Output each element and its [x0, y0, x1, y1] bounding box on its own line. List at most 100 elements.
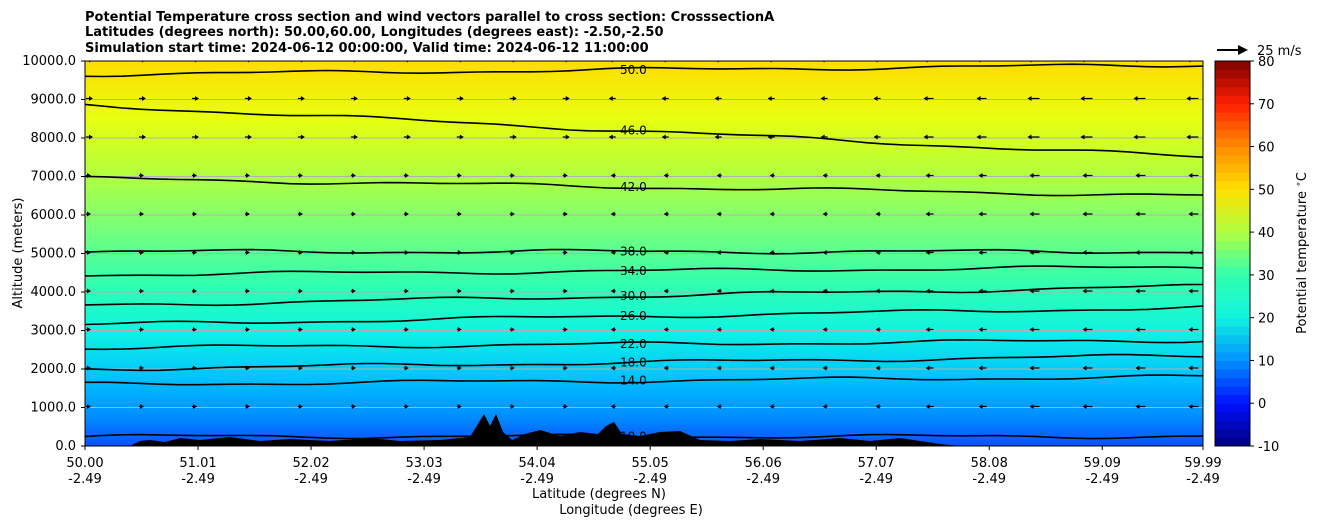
colorbar-band-24	[1215, 232, 1250, 242]
y-tick-label-0: 0.0	[55, 439, 76, 454]
colorbar-band-29	[1215, 189, 1250, 199]
x-tick-lat-6: 56.06	[745, 456, 782, 471]
colorbar-band-28	[1215, 197, 1250, 207]
wind-vector-head-2-11	[663, 327, 668, 332]
wind-vector-head-7-13	[767, 134, 772, 140]
wind-vector-head-6-11	[663, 173, 668, 178]
x-tick-lon-2: -2.49	[294, 472, 328, 487]
wind-vector-head-7-12	[714, 134, 719, 140]
quiver-key: 25 m/s	[1217, 44, 1302, 59]
wind-vector-head-8-6	[406, 96, 411, 101]
colorbar-band-0	[1215, 437, 1250, 447]
x-axis-label-longitude: Longitude (degrees E)	[559, 503, 703, 518]
wind-vector-head-8-10	[608, 96, 613, 101]
contour-line-5	[85, 283, 1203, 307]
wind-vector-head-0-3	[245, 404, 250, 409]
colorbar-band-42	[1215, 78, 1250, 88]
quiver-key-arrow-head	[1238, 45, 1248, 55]
wind-vector-head-4-11	[663, 250, 668, 255]
wind-vector-head-3-6	[404, 288, 409, 294]
wind-vector-head-3-7	[457, 288, 462, 294]
wind-vector-head-2-18	[1029, 327, 1034, 332]
wind-vector-head-6-15	[875, 173, 880, 178]
wind-vector-head-3-12	[716, 288, 721, 294]
title-line-3: Simulation start time: 2024-06-12 00:00:…	[85, 41, 649, 56]
wind-vector-head-2-9	[563, 327, 568, 332]
wind-vector-head-4-9	[563, 250, 568, 255]
wind-vector-head-3-8	[510, 288, 515, 294]
wind-vector-head-2-6	[404, 327, 409, 332]
wind-vector-head-7-2	[194, 134, 199, 140]
wind-vector-head-8-21	[1186, 96, 1191, 101]
wind-vector-head-6-5	[351, 173, 356, 178]
wind-vector-head-6-21	[1188, 173, 1193, 178]
colorbar-band-21	[1215, 257, 1250, 267]
colorbar-band-35	[1215, 138, 1250, 148]
wind-vector-head-3-16	[925, 288, 930, 294]
wind-vector-head-3-9	[563, 288, 568, 294]
wind-vector-head-8-4	[300, 96, 305, 101]
wind-vector-head-2-10	[610, 327, 615, 332]
wind-vector-head-1-13	[769, 365, 774, 371]
contour-label-8: 42.0	[620, 180, 647, 194]
wind-vector-head-0-13	[769, 404, 774, 409]
wind-vector-head-7-16	[923, 134, 928, 140]
wind-vector-head-5-4	[298, 211, 303, 217]
contour-label-10: 50.0	[620, 63, 647, 77]
wind-vector-head-1-11	[663, 365, 668, 371]
y-tick-label-6: 6000.0	[31, 208, 77, 223]
title-line-1: Potential Temperature cross section and …	[85, 10, 774, 25]
wind-vector-head-0-0	[87, 404, 91, 409]
wind-vector-head-1-0	[87, 365, 91, 371]
wind-vector-head-5-5	[351, 211, 356, 217]
colorbar-band-38	[1215, 112, 1250, 122]
wind-vector-head-0-9	[563, 404, 568, 409]
contour-line-7	[85, 248, 1203, 255]
wind-vector-head-6-10	[610, 173, 615, 178]
wind-vector-head-8-1	[141, 96, 146, 101]
wind-vector-head-3-2	[192, 288, 197, 294]
wind-vector-head-6-7	[457, 173, 462, 178]
colorbar-band-34	[1215, 146, 1250, 156]
wind-vector-head-0-12	[716, 404, 721, 409]
wind-vector-head-5-17	[978, 211, 983, 217]
wind-vector-head-5-13	[769, 211, 774, 217]
wind-vector-head-3-4	[298, 288, 303, 294]
y-tick-label-7: 7000.0	[31, 170, 77, 185]
wind-vector-head-3-5	[351, 288, 356, 294]
wind-vector-head-7-20	[1133, 134, 1138, 140]
colorbar-band-2	[1215, 420, 1250, 430]
wind-vector-head-7-4	[300, 134, 305, 140]
wind-vector-head-1-6	[404, 365, 409, 371]
contour-label-7: 38.0	[620, 245, 647, 259]
wind-vector-head-4-5	[351, 250, 356, 255]
wind-vector-head-1-5	[351, 365, 356, 371]
x-tick-lat-2: 52.02	[292, 456, 329, 471]
wind-vector-head-1-7	[457, 365, 462, 371]
wind-vector-head-3-18	[1029, 288, 1034, 294]
colorbar-frame	[1214, 60, 1251, 447]
colorbar-band-25	[1215, 223, 1250, 233]
wind-vector-head-3-19	[1082, 288, 1087, 294]
wind-vector-head-7-8	[512, 134, 517, 140]
terrain	[130, 414, 960, 446]
wind-vector-head-2-0	[87, 327, 91, 332]
colorbar-band-5	[1215, 394, 1250, 404]
wind-vector-head-7-9	[565, 134, 570, 140]
colorbar-band-43	[1215, 69, 1250, 79]
colorbar-band-11	[1215, 343, 1250, 353]
wind-vector-head-7-6	[406, 134, 411, 140]
contour-label-3: 22.0	[620, 337, 647, 351]
chart-title: Potential Temperature cross section and …	[85, 10, 774, 56]
wind-vector-head-1-10	[610, 365, 615, 371]
wind-vector-head-2-21	[1188, 327, 1193, 332]
wind-vector-head-4-2	[192, 250, 197, 255]
wind-vector-head-6-13	[769, 173, 774, 178]
wind-vector-head-1-14	[822, 365, 827, 371]
wind-vector-head-7-19	[1080, 134, 1085, 140]
colorbar-band-14	[1215, 317, 1250, 327]
wind-vector-head-1-19	[1082, 365, 1087, 371]
colorbar-band-7	[1215, 377, 1250, 387]
colorbar-band-33	[1215, 155, 1250, 165]
wind-vector-head-5-8	[510, 211, 515, 217]
